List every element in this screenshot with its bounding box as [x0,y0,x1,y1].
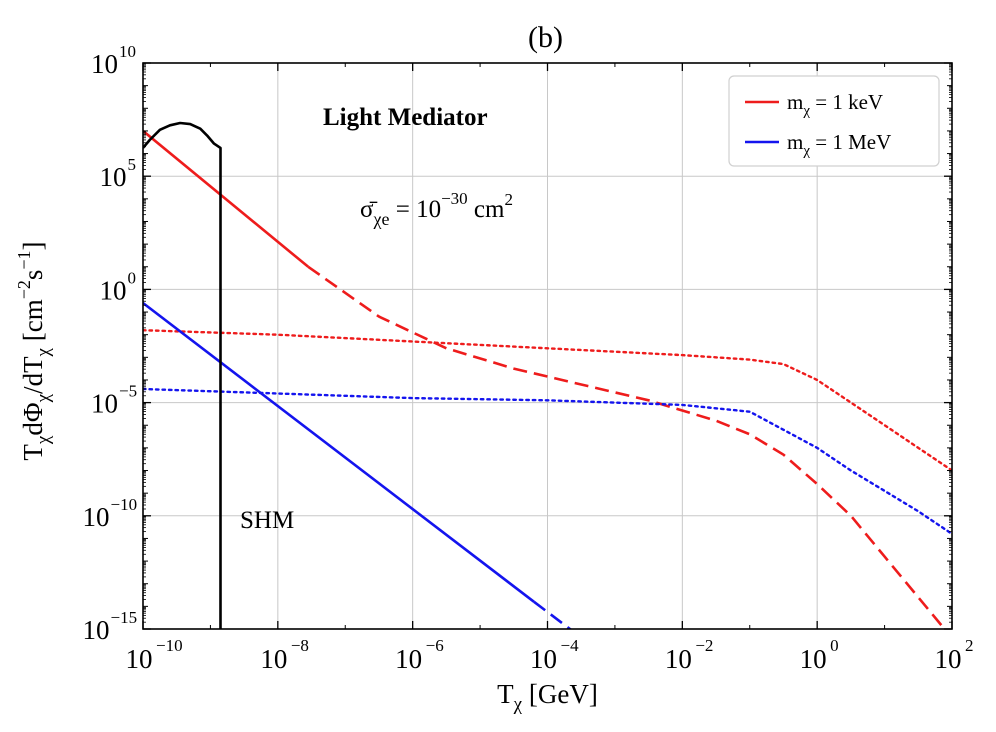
x-tick-exponent: −6 [426,636,444,655]
x-tick-label: 10 [935,644,962,674]
x-label-t: T [497,679,514,709]
legend-label-sub: χ [802,103,810,119]
y-tick-exponent: −10 [111,495,138,514]
y-tick-exponent: −15 [111,608,138,627]
legend-label-prefix: m [787,90,803,114]
x-label-unit: [GeV] [522,679,598,709]
x-tick-exponent: −4 [561,636,580,655]
y-tick-exponent: −5 [119,382,137,401]
y-label-unit2: s [18,270,48,281]
y-tick-label: 10 [83,615,110,645]
sigma-unit-exponent: 2 [504,190,513,209]
y-label-sub2: χ [33,393,54,403]
x-tick-exponent: −8 [291,636,309,655]
y-tick-label: 10 [91,49,118,79]
x-axis-label: Tχ [GeV] [497,679,598,715]
annotation-shm: SHM [240,507,294,534]
chart-title: (b) [528,21,563,54]
series-line [143,301,535,603]
x-tick-label: 10 [530,644,557,674]
x-tick-exponent: 2 [965,636,974,655]
x-tick-label: 10 [800,644,827,674]
sigma-subscript: χe [372,209,389,229]
series-line [143,387,952,536]
y-label-bracket: ] [18,241,48,250]
y-tick-label: 10 [100,162,127,192]
series-line [143,329,952,472]
series-line [307,265,947,629]
sigma-exponent: −30 [441,189,468,208]
y-tick-label: 10 [91,389,118,419]
y-label-unit1: [cm [18,299,48,348]
x-tick-label: 10 [260,644,287,674]
x-tick-label: 10 [665,644,692,674]
x-tick-label: 10 [126,644,153,674]
y-label-sub1: χ [33,435,54,445]
legend-label-prefix: m [787,130,803,154]
legend-label-suffix: = 1 MeV [810,130,891,154]
y-label-exp2: −1 [14,250,34,269]
y-label-sub3: χ [33,347,54,357]
series-line [143,129,310,268]
y-tick-exponent: 5 [128,155,137,174]
y-tick-exponent: 0 [128,268,137,287]
legend-label: mχ = 1 keV [787,90,883,119]
grid [143,63,952,629]
ticks [142,62,953,630]
annotation-cross-section: σ̄χe = 10−30 cm2 [360,189,513,229]
series-lines [143,121,952,629]
y-tick-label: 10 [100,275,127,305]
x-tick-exponent: −10 [156,636,183,655]
legend-label: mχ = 1 MeV [787,130,891,159]
x-tick-label: 10 [395,644,422,674]
legend-box [728,75,940,167]
y-label-dt: /dT [18,356,48,394]
y-label-exp1: −2 [14,280,34,299]
legend-label-suffix: = 1 keV [810,90,883,114]
y-tick-label: 10 [83,502,110,532]
y-tick-exponent: 10 [119,42,136,61]
sigma-equals: = 10 [389,196,441,223]
y-axis-label: TχdΦχ/dTχ [cm−2s−1] [14,241,54,460]
series-group [143,121,952,629]
x-tick-exponent: −2 [695,636,713,655]
sigma-symbol: σ̄ [360,196,377,223]
legend-label-sub: χ [802,143,810,159]
y-label-dphi: dΦ [18,402,48,435]
annotation-model: Light Mediator [323,104,488,131]
series-line [143,121,222,629]
x-tick-exponent: 0 [830,636,839,655]
sigma-unit: cm [468,196,505,223]
y-label-t1: T [18,444,48,461]
x-label-sub: χ [513,694,523,715]
